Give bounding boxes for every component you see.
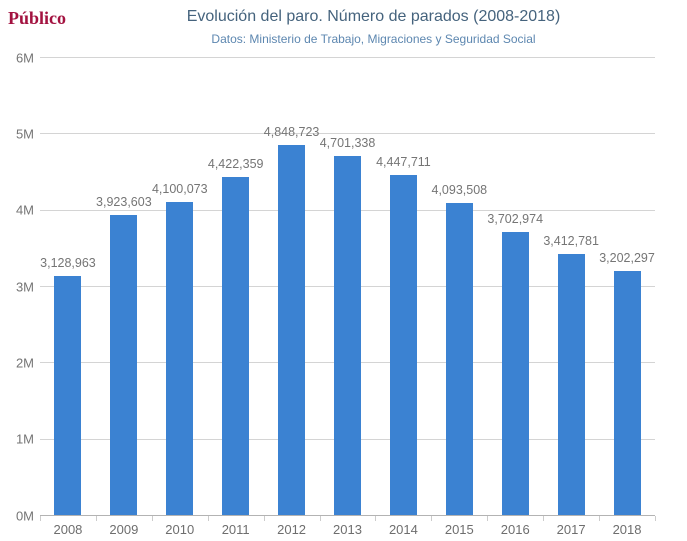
- bar-2013[interactable]: [334, 156, 361, 515]
- bar-2009[interactable]: [110, 215, 138, 515]
- y-axis-tick-label: 1M: [15, 431, 34, 447]
- bar-value-label: 3,702,974: [487, 212, 544, 226]
- bar-value-label: 3,923,603: [96, 195, 152, 209]
- publico-logo[interactable]: Público: [8, 8, 67, 28]
- bar-2012[interactable]: [278, 145, 306, 515]
- y-axis-tick-label: 5M: [15, 126, 34, 142]
- bar-value-label: 3,202,297: [599, 251, 655, 265]
- gridline-6M: [40, 57, 655, 58]
- x-axis-tick-label: 2011: [221, 522, 250, 537]
- bar-value-label: 4,848,723: [263, 125, 320, 139]
- bar-value-label: 3,412,781: [543, 234, 599, 248]
- x-axis-tick-mark: [263, 516, 265, 521]
- bar-2008[interactable]: [54, 276, 82, 515]
- bar-value-label: 4,701,338: [319, 136, 376, 150]
- bar-2010[interactable]: [166, 202, 194, 515]
- x-axis-tick-mark: [487, 516, 489, 521]
- x-axis-tick-label: 2016: [500, 522, 530, 537]
- bar-2011[interactable]: [222, 177, 250, 515]
- y-axis-tick-label: 4M: [15, 202, 34, 218]
- x-axis-tick-label: 2012: [277, 522, 307, 537]
- x-axis-line: [40, 515, 655, 516]
- x-axis-tick-mark: [40, 516, 41, 521]
- x-axis-tick-label: 2013: [333, 522, 362, 537]
- bar-2018[interactable]: [613, 271, 641, 515]
- x-axis-tick-label: 2008: [53, 522, 83, 537]
- chart-header: Evolución del paro. Número de parados (2…: [60, 7, 687, 46]
- bar-value-label: 4,422,359: [207, 157, 264, 171]
- bar-value-label: 3,128,963: [40, 256, 96, 270]
- x-axis-tick-mark: [375, 516, 377, 521]
- x-axis-tick-label: 2017: [556, 522, 586, 537]
- x-axis-tick-mark: [319, 516, 321, 521]
- x-axis-tick-label: 2014: [388, 522, 418, 537]
- x-axis-tick-mark: [599, 516, 601, 521]
- x-axis-tick-mark: [543, 516, 545, 521]
- y-axis-tick-label: 3M: [15, 279, 34, 294]
- y-axis-tick-label: 6M: [15, 50, 34, 65]
- bar-2016[interactable]: [501, 232, 529, 515]
- chart-subtitle: Datos: Ministerio de Trabajo, Migracione…: [211, 32, 536, 46]
- x-axis-tick-mark: [95, 516, 97, 521]
- y-axis-tick-label: 2M: [15, 355, 34, 371]
- x-axis-tick-mark: [151, 516, 153, 521]
- bar-value-label: 4,093,508: [431, 183, 488, 197]
- bar-2017[interactable]: [557, 254, 585, 515]
- gridline-5M: [40, 133, 655, 135]
- bar-2014[interactable]: [389, 175, 417, 515]
- bar-2015[interactable]: [445, 203, 473, 515]
- x-axis-tick-label: 2009: [109, 522, 139, 537]
- chart-title: Evolución del paro. Número de parados (2…: [186, 8, 561, 25]
- bar-value-label: 4,100,073: [151, 182, 208, 196]
- x-axis-tick-label: 2018: [612, 522, 642, 537]
- x-axis-tick-mark: [207, 516, 209, 521]
- y-axis-tick-label: 0M: [15, 508, 34, 523]
- x-axis-tick-mark: [431, 516, 433, 521]
- x-axis-tick-label: 2010: [165, 522, 195, 537]
- x-axis-tick-label: 2015: [444, 522, 474, 537]
- bar-value-label: 4,447,711: [376, 155, 431, 169]
- x-axis-tick-mark: [655, 516, 656, 521]
